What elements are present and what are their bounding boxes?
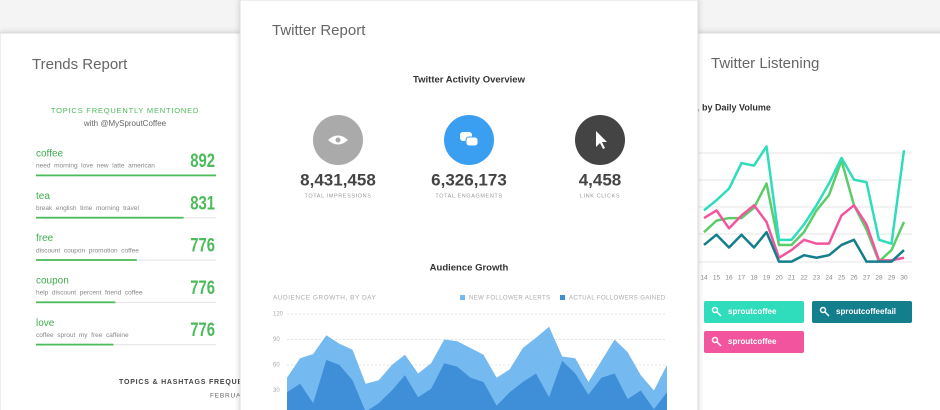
card-title: Trends Report [32, 56, 128, 73]
topic-bar [36, 259, 137, 261]
key-icon [716, 311, 722, 317]
x-tick-label: 26 [850, 275, 858, 282]
topic-count: 776 [190, 319, 215, 340]
x-tick-label: 22 [800, 275, 808, 282]
key-icon [819, 306, 827, 314]
trends-card: Trends Report TOPICS FREQUENTLY MENTIONE… [0, 32, 261, 410]
stat-label: TOTAL ENGAGMENTS [435, 193, 502, 199]
topic-name: love [36, 318, 55, 329]
card-title: Twitter Report [272, 22, 366, 39]
x-tick-label: 14 [700, 275, 708, 282]
footer-date: FEBRUA [210, 393, 241, 400]
line [703, 145, 906, 245]
line [703, 230, 905, 263]
topic-bar [36, 301, 116, 304]
stat-value: 8,431,458 [300, 170, 376, 189]
topic-keywords: help discount percent friend coffee [36, 290, 143, 297]
y-tick-label: 30 [273, 388, 280, 394]
topic-keywords: coffee sprout my free caffeine [36, 332, 129, 339]
bar-track [36, 301, 216, 303]
section-title: Audience Growth [430, 263, 509, 274]
chart-title: AUDIENCE GROWTH, BY DAY [273, 295, 377, 302]
legend-swatch [460, 295, 465, 300]
legend-button [704, 331, 804, 353]
legend-swatch [560, 295, 565, 300]
stat-value: 4,458 [579, 170, 622, 189]
topic-count: 892 [190, 150, 215, 171]
x-tick-label: 19 [763, 275, 771, 282]
topic-keywords: break english time morning travel [36, 205, 140, 212]
area [287, 359, 667, 410]
legend-label: NEW FOLLOWER ALERTS [469, 296, 551, 302]
card [0, 32, 261, 410]
topic-bar [36, 174, 216, 177]
topic-name: tea [36, 191, 50, 202]
x-tick-label: 28 [875, 275, 883, 282]
topic-bar [36, 343, 114, 346]
line [703, 204, 905, 262]
topic-name: coupon [36, 276, 69, 287]
legend-label: sproutcoffee [728, 307, 777, 316]
bar-track [36, 344, 216, 346]
legend-button [704, 301, 804, 323]
x-tick-label: 24 [825, 275, 833, 282]
subheading: with @MySproutCoffee [83, 119, 167, 128]
card [239, 0, 699, 410]
topic-keywords: need morning love new latte american [36, 163, 155, 170]
x-tick-label: 17 [738, 275, 746, 282]
legend-button [812, 301, 912, 323]
eye-pupil [335, 137, 341, 143]
x-tick-label: 18 [750, 275, 758, 282]
x-tick-label: 16 [725, 275, 733, 282]
key-icon [824, 311, 830, 317]
topic-count: 776 [190, 235, 215, 256]
chat-icon [465, 136, 479, 147]
key-icon [711, 306, 719, 314]
topic-name: coffee [36, 149, 63, 160]
card-title: Twitter Listening [711, 55, 819, 72]
section-title: Twitter Activity Overview [413, 75, 526, 86]
twitter-card: Twitter Report Twitter Activity Overview… [239, 0, 699, 410]
chart-title: , by Daily Volume [697, 102, 771, 112]
stat-value: 6,326,173 [431, 170, 507, 189]
x-tick-label: 23 [813, 275, 821, 282]
key-icon [711, 336, 719, 344]
topic-count: 831 [190, 193, 215, 214]
x-tick-label: 20 [775, 275, 783, 282]
x-tick-label: 25 [838, 275, 846, 282]
x-tick-label: 15 [713, 275, 721, 282]
y-tick-label: 120 [273, 312, 284, 318]
legend-label: sproutcoffee [728, 337, 777, 346]
x-tick-label: 27 [863, 275, 871, 282]
topic-count: 776 [190, 277, 215, 298]
y-tick-label: 60 [273, 363, 280, 369]
footer: TOPICS & HASHTAGS FREQUEN [119, 379, 249, 386]
heading: TOPICS FREQUENTLY MENTIONED [51, 106, 199, 115]
stat-label: LINK CLICKS [580, 193, 620, 199]
topic-bar [36, 216, 184, 219]
key-icon [716, 341, 722, 347]
x-tick-label: 21 [788, 275, 796, 282]
cursor-icon [596, 131, 607, 149]
topic-name: free [36, 233, 54, 244]
stat-label: TOTAL IMPRESSIONS [305, 193, 372, 199]
y-tick-label: 90 [273, 337, 280, 343]
x-tick-label: 29 [888, 275, 896, 282]
legend-label: ACTUAL FOLLOWERS GAINED [569, 296, 666, 302]
legend-label: sproutcoffeefail [836, 307, 896, 316]
topic-keywords: discount coupon promotion coffee [36, 247, 139, 254]
x-tick-label: 30 [900, 275, 908, 282]
listening-card: Twitter Listening , by Daily Volume 14 15… [679, 32, 940, 410]
